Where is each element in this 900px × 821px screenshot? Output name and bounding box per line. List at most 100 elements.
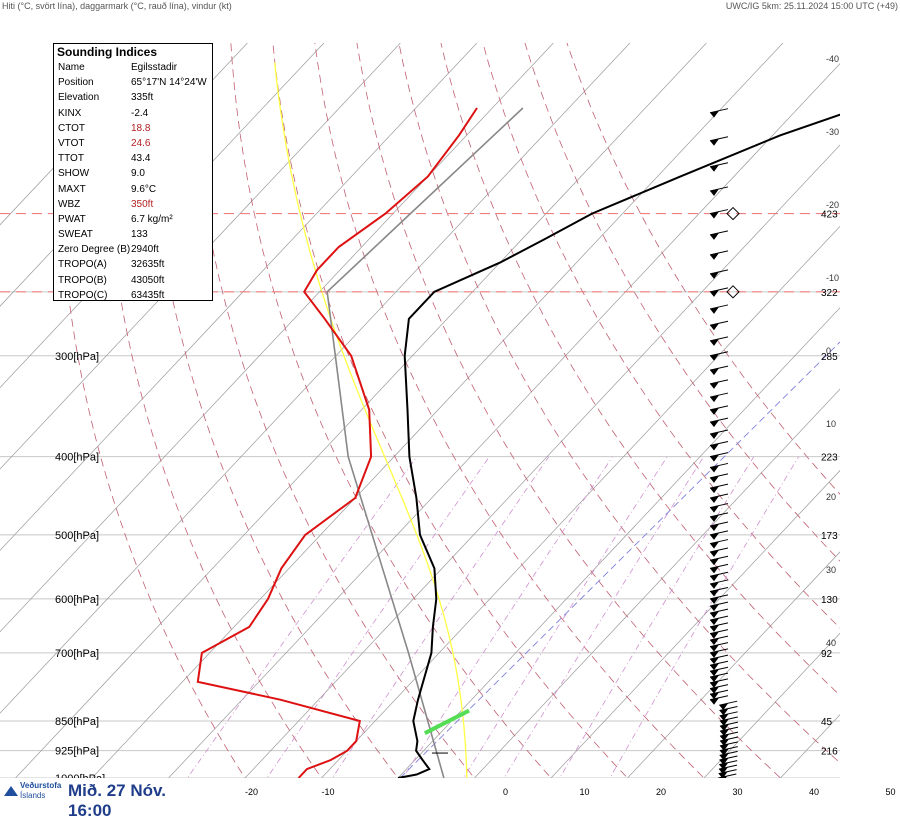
wind-barb-flag <box>710 496 719 503</box>
wind-barb-flag <box>710 139 719 146</box>
height-label: 423 <box>821 210 838 221</box>
isotherm-line <box>781 43 900 778</box>
dry-adiabat <box>355 34 799 795</box>
index-key: Zero Degree (B) <box>58 242 130 257</box>
wind-barb-flag <box>710 382 719 389</box>
index-key: SHOW <box>58 166 89 181</box>
wind-barb-flag <box>710 604 719 611</box>
index-key: TROPO(C) <box>58 288 107 303</box>
vedurstofa-logo: Veðurstofa Íslands <box>4 780 66 806</box>
isotherm-line <box>628 43 900 778</box>
index-value: 18.8 <box>131 121 150 136</box>
wind-barb-flag <box>710 368 719 375</box>
index-value: 43050ft <box>131 273 164 288</box>
index-value: 43.4 <box>131 151 150 166</box>
isotherm-line <box>857 43 900 778</box>
mixing-ratio-line <box>494 457 704 795</box>
wind-barb-flag <box>710 408 719 415</box>
footer-bar: Veðurstofa Íslands Mið. 27 Nóv. 16:00 <box>0 778 214 808</box>
pressure-label: 400[hPa] <box>55 452 99 464</box>
wind-barb-flag <box>710 212 719 219</box>
wind-barb-flag <box>710 290 719 297</box>
temperature-tick-label: -10 <box>322 787 335 797</box>
isotherm-edge-label: 30 <box>826 565 836 575</box>
index-value: 335ft <box>131 90 153 105</box>
isotherm-line <box>245 43 900 778</box>
index-row: TROPO(A) 32635ft <box>54 257 212 272</box>
index-value: 32635ft <box>131 257 164 272</box>
wind-barb-flag <box>710 550 719 557</box>
index-value: 350ft <box>131 197 153 212</box>
index-key: VTOT <box>58 136 84 151</box>
index-key: PWAT <box>58 212 86 227</box>
wind-barb-flag <box>710 307 719 314</box>
mixing-ratio-line <box>392 457 613 795</box>
index-row: SHOW 9.0 <box>54 166 212 181</box>
temperature-tick-label: 10 <box>580 787 590 797</box>
pressure-label: 600[hPa] <box>55 594 99 606</box>
isotherm-line <box>475 43 900 778</box>
index-value: 9.0 <box>131 166 145 181</box>
wind-barb-flag <box>710 542 719 549</box>
wind-barb-flag <box>710 354 719 361</box>
wind-barb-flag <box>710 395 719 402</box>
wind-barb-flag <box>710 339 719 346</box>
logo-mark-icon <box>4 786 18 796</box>
temperature-tick-label: 50 <box>886 787 896 797</box>
dry-adiabat <box>439 34 900 795</box>
index-key: TTOT <box>58 151 84 166</box>
index-key: SWEAT <box>58 227 93 242</box>
index-row: Zero Degree (B)2940ft <box>54 242 212 257</box>
index-row: PWAT 6.7 kg/m² <box>54 212 212 227</box>
pressure-label: 850[hPa] <box>55 716 99 728</box>
pressure-label: 925[hPa] <box>55 746 99 758</box>
height-label: 173 <box>821 531 838 542</box>
dewpoint-profile <box>198 108 477 778</box>
index-key: KINX <box>58 106 81 121</box>
index-key: Name <box>58 60 85 75</box>
index-key: MAXT <box>58 182 86 197</box>
index-value: 63435ft <box>131 288 164 303</box>
mixing-ratio-line <box>600 457 799 795</box>
wind-barb-flag <box>710 465 719 472</box>
wind-barb-flag <box>710 625 719 632</box>
pressure-label: 500[hPa] <box>55 530 99 542</box>
dry-adiabat <box>522 34 900 795</box>
isotherm-edge-label: 0 <box>826 346 831 356</box>
wind-barb-flag <box>710 618 719 625</box>
height-label: 223 <box>821 453 838 464</box>
isotherm-line <box>704 43 900 778</box>
isotherm-edge-label: -30 <box>826 127 839 137</box>
logo-line1: Veðurstofa <box>20 781 61 790</box>
wind-barb-flag <box>710 486 719 493</box>
isotherm-edge-label: 10 <box>826 419 836 429</box>
isotherm-line <box>398 43 900 778</box>
wind-barb-flag <box>710 698 719 705</box>
index-value: 133 <box>131 227 148 242</box>
wind-barb-flag <box>710 611 719 618</box>
isotherm-edge-label: -40 <box>826 54 839 64</box>
wind-barb-flag <box>710 632 719 639</box>
dry-adiabat <box>397 34 877 795</box>
wind-barb-flag <box>710 455 719 462</box>
index-value: 6.7 kg/m² <box>131 212 173 227</box>
wind-barb-flag <box>710 476 719 483</box>
index-key: TROPO(A) <box>58 257 107 272</box>
isotherm-edge-label: 20 <box>826 492 836 502</box>
temperature-tick-label: 40 <box>809 787 819 797</box>
wind-barb-flag <box>710 651 719 658</box>
isotherm-edge-label: 40 <box>826 638 836 648</box>
index-key: TROPO(B) <box>58 273 107 288</box>
wind-barb-flag <box>710 165 719 172</box>
wind-barb-flag <box>710 233 719 240</box>
height-label: 45 <box>821 717 833 728</box>
index-row: TTOT 43.4 <box>54 151 212 166</box>
wind-barb-flag <box>710 589 719 596</box>
pressure-label: 300[hPa] <box>55 351 99 363</box>
height-label: 322 <box>821 288 838 299</box>
wind-barb-flag <box>710 515 719 522</box>
